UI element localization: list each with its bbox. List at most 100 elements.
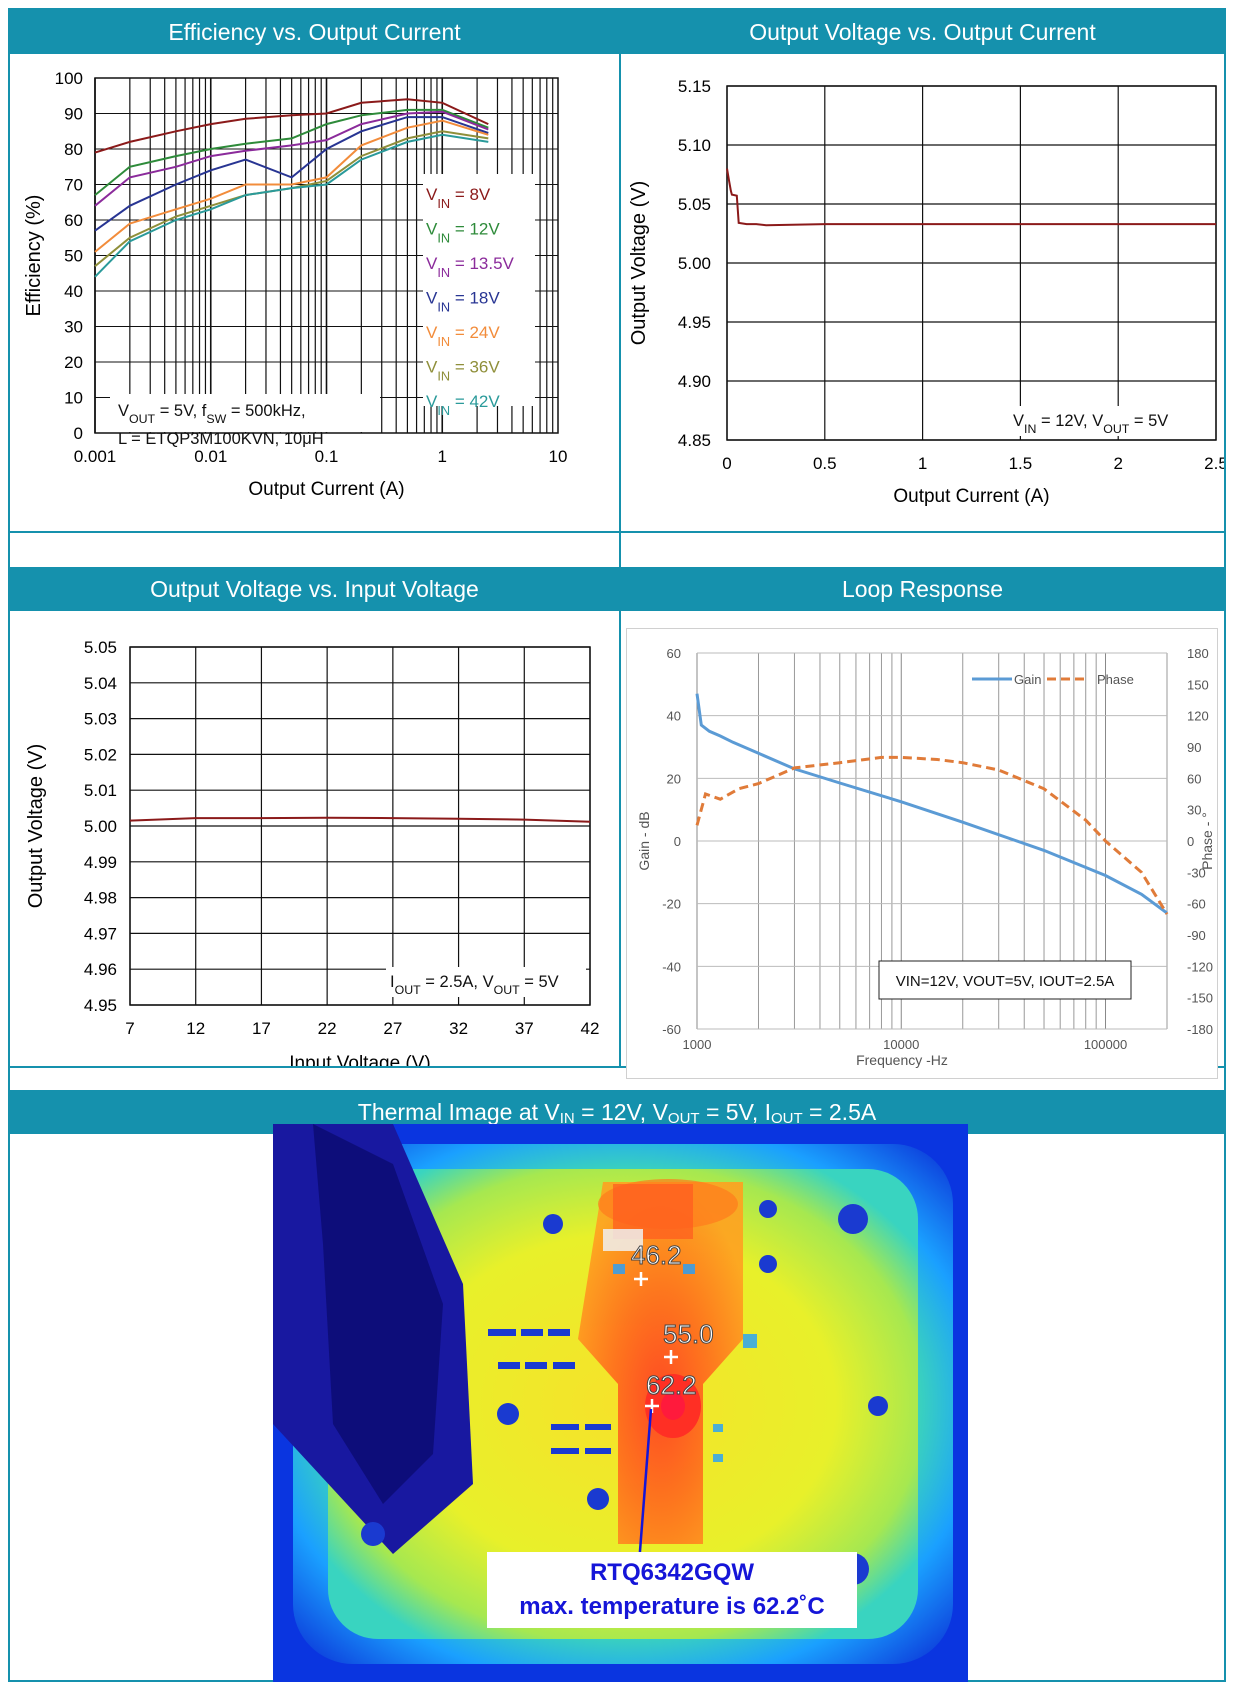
series-line: [129, 816, 591, 823]
y-tick-label: 60: [667, 646, 681, 661]
y-tick-label: 10: [64, 389, 83, 408]
y-tick-label: 80: [64, 140, 83, 159]
x-axis-label: Output Current (A): [248, 479, 404, 500]
x-tick-label: 12: [186, 1019, 205, 1038]
y2-tick-label: -150: [1187, 991, 1213, 1006]
x-tick-label: 0.5: [813, 454, 837, 473]
y-tick-label: 4.90: [678, 372, 711, 391]
note-box: [878, 960, 1132, 1000]
note-text: VIN=12V, VOUT=5V, IOUT=2.5A: [896, 973, 1115, 990]
spot-label-3: 62.2: [646, 1370, 698, 1401]
y-tick-label: 5.15: [678, 77, 711, 96]
y-tick-label: 40: [667, 709, 681, 724]
y-tick-label: 0: [74, 424, 83, 443]
x-tick-label: 1000: [683, 1037, 712, 1052]
x-tick-label: 17: [252, 1019, 271, 1038]
y2-tick-label: 0: [1187, 834, 1194, 849]
y2-tick-label: -120: [1187, 959, 1213, 974]
x-tick-label: 22: [318, 1019, 337, 1038]
x-tick-label: 7: [125, 1019, 134, 1038]
legend-entry: VIN = 24V: [426, 323, 500, 349]
callout-part: RTQ6342GQW: [589, 1559, 755, 1586]
note-text: IOUT = 2.5A, VOUT = 5V: [390, 973, 559, 997]
y-tick-label: 4.98: [84, 889, 117, 908]
efficiency-chart: 0 10 20 30 40 50 60 70 80 90 100 0.001 0.01 0.1 1 10 Out…: [23, 69, 568, 500]
callout-temperature: max. temperature is 62.2˚C: [519, 1593, 825, 1620]
header-efficiency: Efficiency vs. Output Current: [10, 10, 619, 54]
x-tick-label: 1: [438, 447, 447, 466]
x-tick-label: 1: [918, 454, 927, 473]
y-tick-label: 5.04: [84, 674, 117, 693]
series-line: [94, 110, 489, 207]
y-tick-label: 0: [674, 834, 681, 849]
y-axis-label: Gain - dB: [636, 811, 652, 870]
y2-tick-label: 180: [1187, 646, 1209, 661]
x-axis-label: Input Voltage (V): [289, 1053, 431, 1066]
y2-tick-label: -60: [1187, 897, 1206, 912]
y2-tick-label: 60: [1187, 771, 1201, 786]
header-vout-iout: Output Voltage vs. Output Current: [621, 10, 1224, 54]
legend-entry: Gain: [1014, 672, 1041, 687]
y2-tick-label: -180: [1187, 1022, 1213, 1037]
legend-entry: VIN = 42V: [426, 392, 500, 418]
y-tick-label: 5.00: [84, 817, 117, 836]
y-tick-label: 20: [667, 771, 681, 786]
header-vout-vin: Output Voltage vs. Input Voltage: [10, 567, 619, 611]
legend-entry: VIN = 18V: [426, 289, 500, 315]
note-box: [386, 967, 586, 997]
legend-entry: VIN = 12V: [426, 220, 500, 246]
legend-entry: Phase: [1097, 672, 1134, 687]
y-axis-label: Output Voltage (V): [25, 744, 47, 909]
y-tick-label: 5.10: [678, 136, 711, 155]
note-text: VIN = 12V, VOUT = 5V: [1013, 412, 1168, 436]
x-tick-label: 0.01: [194, 447, 227, 466]
x-tick-label: 100000: [1084, 1037, 1127, 1052]
x-tick-label: 0.1: [315, 447, 339, 466]
y-tick-label: 4.95: [678, 313, 711, 332]
y-tick-label: 100: [55, 69, 83, 88]
y-tick-label: 4.95: [84, 996, 117, 1015]
y-tick-label: -40: [662, 959, 681, 974]
loop-response-panel: -60 -40 -20 0 20 40 60 -180 -150 -120 -90 -60 -30 0 30…: [626, 628, 1218, 1079]
y-tick-label: 50: [64, 247, 83, 266]
y2-tick-label: 90: [1187, 740, 1201, 755]
x-tick-label: 2: [1113, 454, 1122, 473]
legend-entry: VIN = 8V: [426, 185, 491, 211]
x-tick-label: 0: [722, 454, 731, 473]
header-loop: Loop Response: [621, 567, 1224, 611]
x-tick-label: 1.5: [1009, 454, 1033, 473]
y2-axis-label: Phase - °: [1199, 812, 1215, 870]
y-tick-label: 5.05: [84, 638, 117, 657]
loop-response-chart: -60 -40 -20 0 20 40 60 -180 -150 -120 -90 -60 -30 0 30…: [636, 646, 1215, 1068]
series-line: [94, 98, 489, 154]
y-tick-label: 60: [64, 211, 83, 230]
note-line: VOUT = 5V, fSW = 500kHz,: [118, 402, 306, 426]
y-tick-label: 5.01: [84, 781, 117, 800]
legend-entry: VIN = 36V: [426, 358, 500, 384]
y-axis-label: Efficiency (%): [23, 195, 45, 317]
legend-entry: VIN = 13.5V: [426, 254, 515, 280]
y-tick-label: 4.97: [84, 924, 117, 943]
y-tick-label: 70: [64, 176, 83, 195]
x-tick-label: 10: [549, 447, 568, 466]
y-tick-label: 20: [64, 353, 83, 372]
vout-vin-chart: 7 12 17 22 27 32 37 42 4.95 4.96 4.97 4.98 4.99 5.00 5…: [25, 638, 599, 1066]
x-axis-label: Output Current (A): [893, 486, 1049, 507]
note-line: L = ETQP3M100KVN, 10μH: [118, 430, 324, 448]
series-line: [726, 168, 1216, 227]
x-tick-label: 10000: [883, 1037, 919, 1052]
series-line: [94, 119, 489, 253]
y-tick-label: 30: [64, 318, 83, 337]
y2-tick-label: -90: [1187, 928, 1206, 943]
series-line: [94, 108, 489, 196]
spot-label-2: 55.0: [663, 1319, 715, 1350]
x-tick-label: 2.5: [1204, 454, 1224, 473]
legend-box: [423, 174, 535, 406]
y-tick-label: 5.02: [84, 745, 117, 764]
x-tick-label: 37: [515, 1019, 534, 1038]
series-line: [94, 133, 489, 278]
note-box: [110, 394, 380, 432]
x-tick-label: 27: [383, 1019, 402, 1038]
x-tick-label: 0.001: [74, 447, 117, 466]
y2-tick-label: -30: [1187, 865, 1206, 880]
